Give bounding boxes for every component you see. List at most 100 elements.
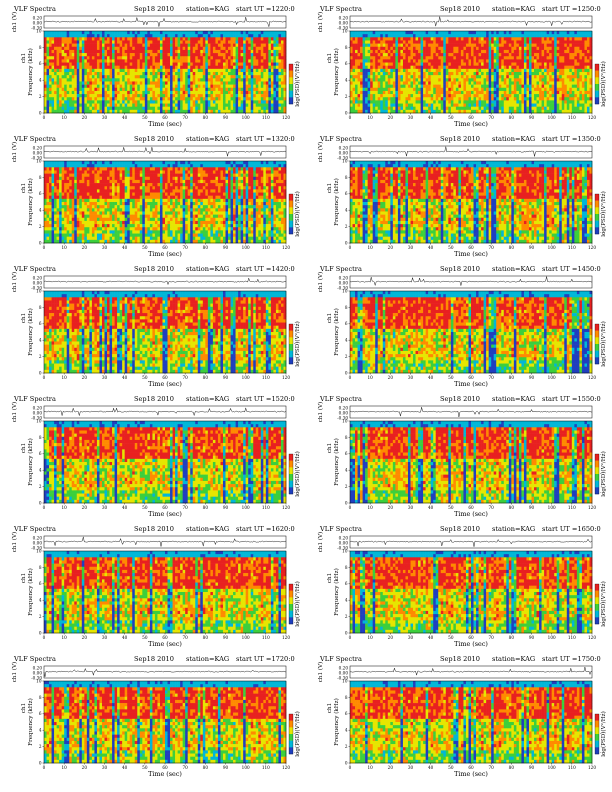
spectrogram-cell [460, 84, 464, 89]
spectrogram-cell [458, 34, 462, 38]
spectrogram-cell [508, 37, 512, 41]
spectrogram-cell [71, 34, 75, 38]
spectrogram-cell [200, 40, 204, 44]
spectrogram-cell [400, 94, 404, 98]
spectrogram-cell [119, 72, 123, 76]
spectrogram-cell [137, 75, 141, 79]
spectrogram-cell [172, 40, 176, 44]
spectrogram-cell [491, 59, 494, 63]
spectrogram-cell [350, 53, 353, 57]
spectrogram-cell [357, 65, 361, 70]
spectrogram-cell [486, 40, 489, 44]
spectrogram-cell [101, 34, 105, 38]
spectrogram-cell [96, 90, 100, 95]
spectrogram-cell [463, 97, 467, 101]
spectrogram-cell [536, 49, 540, 54]
spectrogram-cell [428, 90, 431, 95]
spectrogram-cell [233, 78, 236, 82]
spectrogram-cell [49, 56, 52, 60]
spectrogram-cell [81, 49, 85, 54]
spectrogram-cell [243, 75, 246, 79]
spectrogram-cell [516, 78, 520, 82]
spectrogram-cell [185, 40, 188, 44]
spectrogram-cell [425, 100, 429, 104]
spectrogram-cell [491, 81, 494, 85]
spectrogram-cell [455, 90, 459, 95]
spectrogram-cell [142, 72, 146, 76]
spectrogram-cell [210, 59, 214, 63]
spectrogram-cell [370, 43, 373, 48]
spectrogram-cell [270, 97, 274, 101]
spectrogram-cell [124, 72, 128, 76]
spectrogram-cell [154, 109, 158, 114]
spectrogram-cell [498, 87, 502, 92]
spectrogram-cell [531, 37, 535, 41]
spectrogram-cell [129, 62, 133, 66]
spectrogram-cell [375, 46, 379, 51]
spectrogram-cell [220, 68, 224, 73]
spectrogram-cell [84, 68, 88, 73]
spectrogram-cell [59, 90, 62, 95]
spectrogram-cell [554, 78, 558, 82]
spectrogram-cell [205, 37, 209, 41]
spectrogram-cell [566, 81, 570, 85]
spectrogram-cell [212, 78, 216, 82]
spectrogram-cell [149, 78, 153, 82]
spectrogram-cell [357, 75, 361, 79]
spectrogram-cell [546, 84, 550, 89]
spectrogram-cell [410, 100, 414, 104]
spectrogram-cell [222, 87, 226, 92]
spectrogram-cell [518, 72, 522, 76]
spectrogram-cell [144, 68, 148, 73]
spectrogram-cell [147, 59, 151, 63]
spectrogram-cell [397, 53, 401, 57]
spectrogram-cell [127, 53, 131, 57]
spectrogram-cell [190, 53, 194, 57]
spectrogram-cell [501, 62, 505, 66]
spectrogram-cell [212, 59, 216, 63]
spectrogram-cell [119, 109, 123, 114]
spectrogram-cell [119, 97, 123, 101]
spectrogram-cell [137, 40, 141, 44]
spectrogram-cell [360, 84, 363, 89]
spectrogram-cell [51, 49, 55, 54]
spectrogram-cell [468, 87, 472, 92]
spectrogram-cell [395, 31, 399, 35]
spectrogram-cell [167, 81, 171, 85]
spectrogram-cell [222, 72, 226, 76]
spectrogram-cell [157, 75, 161, 79]
spectrogram-cell [280, 49, 284, 54]
spectrogram-cell [586, 31, 590, 35]
spectrogram-cell [571, 59, 575, 63]
spectrogram-cell [278, 40, 282, 44]
spectrogram-cell [576, 81, 580, 85]
spectrogram-cell [513, 59, 517, 63]
spectrogram-cell [350, 100, 353, 104]
spectrogram-cell [410, 68, 414, 73]
spectrogram-cell [250, 43, 254, 48]
spectrogram-cell [410, 75, 414, 79]
spectrogram-cell [207, 78, 211, 82]
spectrogram-cell [415, 90, 419, 95]
spectrogram-cell [413, 84, 416, 89]
spectrogram-cell [64, 78, 67, 82]
spectrogram-cell [172, 109, 176, 114]
spectrogram-cell [210, 97, 214, 101]
spectrogram-cell [581, 78, 585, 82]
spectrogram-cell [513, 72, 517, 76]
spectrogram-cell [250, 90, 254, 95]
spectrogram-cell [107, 84, 110, 89]
spectrogram-cell [448, 43, 452, 48]
spectrogram-cell [539, 78, 542, 82]
spectrogram-cell [185, 31, 188, 35]
spectrogram-cell [539, 106, 542, 111]
spectrogram-cell [192, 106, 196, 111]
spectrogram-cell [511, 56, 515, 60]
spectrogram-cell [365, 81, 368, 85]
spectrogram-cell [117, 31, 120, 35]
spectrogram-cell [96, 53, 100, 57]
spectrogram-cell [220, 97, 224, 101]
spectrogram-cell [182, 34, 186, 38]
spectrogram-cell [581, 106, 585, 111]
spectrogram-cell [139, 49, 143, 54]
